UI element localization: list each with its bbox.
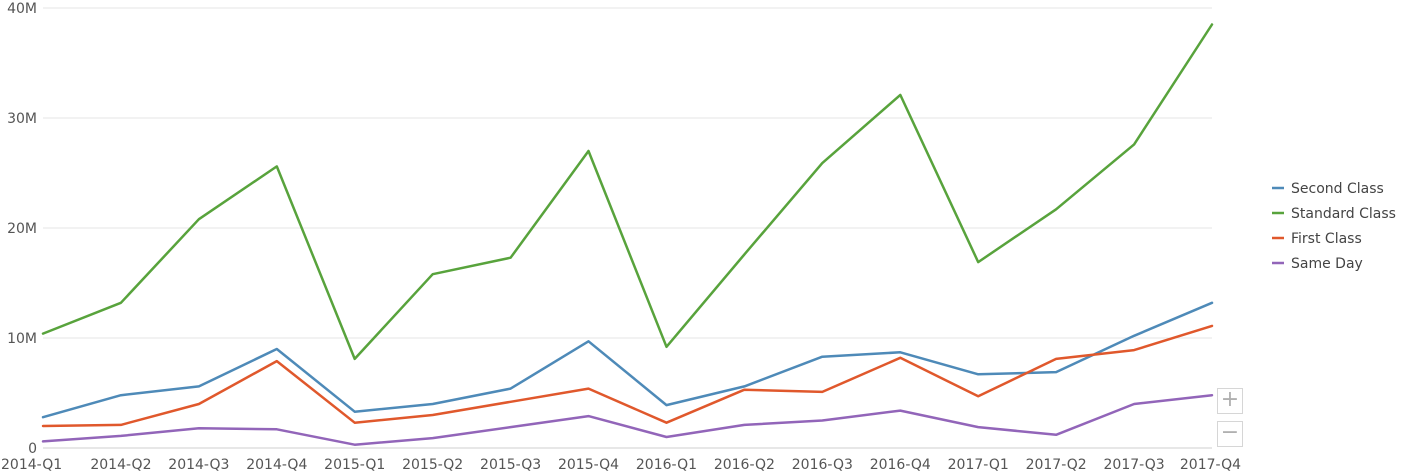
legend-item[interactable]: Same Day [1272, 256, 1363, 272]
x-tick-label: 2015-Q4 [558, 457, 619, 473]
x-tick-label: 2017-Q4 [1180, 457, 1241, 473]
x-tick-label: 2015-Q1 [324, 457, 385, 473]
legend-item[interactable]: First Class [1272, 231, 1362, 247]
x-tick-label: 2017-Q1 [948, 457, 1009, 473]
zoom-in-button[interactable]: + [1217, 388, 1243, 414]
legend-item[interactable]: Standard Class [1272, 206, 1396, 222]
x-tick-label: 2016-Q3 [792, 457, 853, 473]
y-tick-label: 0 [28, 441, 37, 457]
series-line-second-class[interactable] [41, 301, 1214, 419]
series-line-same-day[interactable] [41, 393, 1214, 446]
x-tick-label: 2014-Q2 [90, 457, 151, 473]
zoom-out-button[interactable]: − [1217, 421, 1243, 447]
legend-label: First Class [1291, 231, 1362, 247]
legend-label: Same Day [1291, 256, 1363, 272]
legend-label: Second Class [1291, 181, 1384, 197]
y-tick-label: 40M [7, 1, 37, 17]
series-line-first-class[interactable] [41, 324, 1214, 428]
x-tick-label: 2014-Q3 [168, 457, 229, 473]
y-axis: 0 10M 20M 30M 40M [7, 1, 37, 457]
x-tick-label: 2016-Q4 [870, 457, 931, 473]
x-tick-label: 2015-Q2 [402, 457, 463, 473]
x-tick-label: 2017-Q2 [1026, 457, 1087, 473]
legend-label: Standard Class [1291, 206, 1396, 222]
y-tick-label: 30M [7, 111, 37, 127]
x-tick-label: 2016-Q1 [636, 457, 697, 473]
y-tick-label: 10M [7, 331, 37, 347]
x-tick-label: 2017-Q3 [1104, 457, 1165, 473]
legend-item[interactable]: Second Class [1272, 181, 1384, 197]
series-line-standard-class[interactable] [41, 23, 1214, 361]
legend: Second Class Standard Class First Class Sam… [1272, 181, 1396, 272]
x-tick-label: 2014-Q1 [1, 457, 62, 473]
x-tick-label: 2016-Q2 [714, 457, 775, 473]
x-tick-label: 2014-Q4 [246, 457, 307, 473]
x-axis: 2014-Q1 2014-Q2 2014-Q3 2014-Q4 2015-Q1 2015-… [1, 457, 1241, 473]
grid [43, 7, 1212, 449]
series-lines [41, 23, 1214, 446]
y-tick-label: 20M [7, 221, 37, 237]
x-tick-label: 2015-Q3 [480, 457, 541, 473]
